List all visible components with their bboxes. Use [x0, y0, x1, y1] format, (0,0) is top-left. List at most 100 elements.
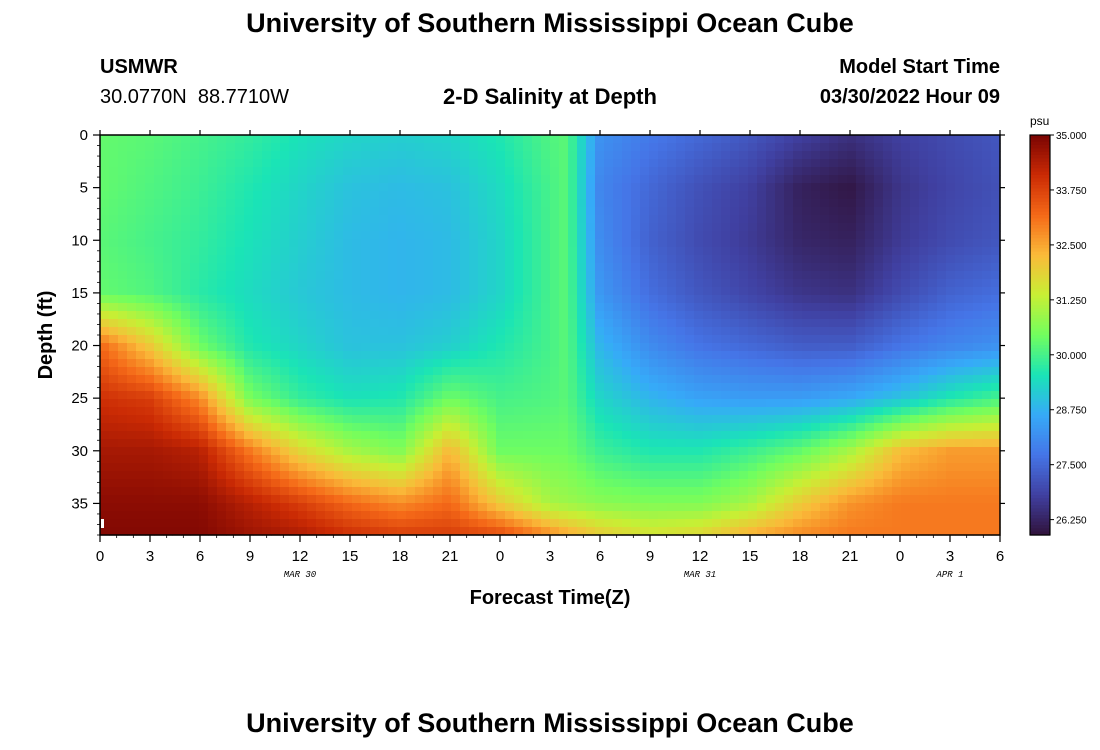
- heatmap-cell: [208, 319, 218, 328]
- heatmap-cell: [262, 407, 272, 416]
- heatmap-cell: [253, 335, 263, 344]
- heatmap-cell: [199, 511, 209, 520]
- heatmap-cell: [181, 423, 191, 432]
- heatmap-cell: [937, 519, 947, 528]
- heatmap-cell: [361, 287, 371, 296]
- heatmap-cell: [721, 343, 731, 352]
- heatmap-cell: [685, 375, 695, 384]
- heatmap-cell: [109, 167, 119, 176]
- heatmap-cell: [235, 183, 245, 192]
- heatmap-cell: [856, 263, 866, 272]
- heatmap-cell: [469, 479, 479, 488]
- heatmap-cell: [370, 271, 380, 280]
- heatmap-cell: [181, 479, 191, 488]
- heatmap-cell: [235, 487, 245, 496]
- heatmap-cell: [856, 143, 866, 152]
- heatmap-cell: [712, 367, 722, 376]
- heatmap-cell: [676, 215, 686, 224]
- heatmap-cell: [883, 375, 893, 384]
- heatmap-cell: [613, 495, 623, 504]
- heatmap-cell: [991, 423, 1001, 432]
- heatmap-cell: [901, 335, 911, 344]
- heatmap-cell: [892, 271, 902, 280]
- heatmap-cell: [163, 415, 173, 424]
- heatmap-cell: [829, 239, 839, 248]
- heatmap-cell: [550, 303, 560, 312]
- heatmap-cell: [307, 415, 317, 424]
- heatmap-cell: [379, 287, 389, 296]
- heatmap-cell: [829, 135, 839, 144]
- heatmap-cell: [514, 239, 524, 248]
- heatmap-cell: [928, 295, 938, 304]
- heatmap-cell: [433, 231, 443, 240]
- heatmap-cell: [820, 415, 830, 424]
- heatmap-cell: [748, 375, 758, 384]
- heatmap-cell: [685, 279, 695, 288]
- heatmap-cell: [370, 247, 380, 256]
- heatmap-cell: [109, 159, 119, 168]
- heatmap-cell: [262, 415, 272, 424]
- heatmap-cell: [100, 399, 110, 408]
- heatmap-cell: [937, 263, 947, 272]
- heatmap-cell: [892, 279, 902, 288]
- heatmap-cell: [424, 487, 434, 496]
- heatmap-cell: [883, 463, 893, 472]
- heatmap-cell: [811, 463, 821, 472]
- heatmap-cell: [622, 415, 632, 424]
- heatmap-cell: [280, 519, 290, 528]
- heatmap-cell: [208, 295, 218, 304]
- heatmap-cell: [964, 439, 974, 448]
- heatmap-cell: [739, 183, 749, 192]
- heatmap-cell: [784, 455, 794, 464]
- heatmap-cell: [784, 231, 794, 240]
- heatmap-cell: [118, 263, 128, 272]
- heatmap-cell: [235, 527, 245, 536]
- heatmap-cell: [883, 415, 893, 424]
- heatmap-cell: [892, 503, 902, 512]
- heatmap-cell: [199, 135, 209, 144]
- heatmap-cell: [964, 367, 974, 376]
- heatmap-cell: [838, 447, 848, 456]
- heatmap-cell: [487, 191, 497, 200]
- heatmap-cell: [307, 399, 317, 408]
- heatmap-cell: [100, 279, 110, 288]
- heatmap-cell: [532, 423, 542, 432]
- heatmap-cell: [253, 263, 263, 272]
- heatmap-cell: [865, 175, 875, 184]
- heatmap-cell: [136, 511, 146, 520]
- heatmap-cell: [451, 479, 461, 488]
- heatmap-cell: [667, 311, 677, 320]
- heatmap-cell: [487, 279, 497, 288]
- heatmap-cell: [838, 231, 848, 240]
- heatmap-cell: [100, 391, 110, 400]
- heatmap-cell: [802, 463, 812, 472]
- heatmap-cell: [658, 335, 668, 344]
- heatmap-cell: [325, 447, 335, 456]
- heatmap-cell: [298, 351, 308, 360]
- heatmap-cell: [127, 143, 137, 152]
- heatmap-cell: [262, 359, 272, 368]
- heatmap-cell: [721, 215, 731, 224]
- heatmap-cell: [424, 247, 434, 256]
- heatmap-cell: [775, 455, 785, 464]
- heatmap-cell: [487, 271, 497, 280]
- heatmap-cell: [622, 479, 632, 488]
- heatmap-cell: [379, 271, 389, 280]
- heatmap-cell: [343, 247, 353, 256]
- heatmap-cell: [856, 239, 866, 248]
- heatmap-cell: [568, 303, 578, 312]
- heatmap-cell: [316, 327, 326, 336]
- heatmap-cell: [802, 359, 812, 368]
- heatmap-cell: [190, 311, 200, 320]
- heatmap-cell: [199, 159, 209, 168]
- heatmap-cell: [109, 463, 119, 472]
- heatmap-cell: [496, 503, 506, 512]
- heatmap-cell: [469, 295, 479, 304]
- heatmap-cell: [604, 447, 614, 456]
- heatmap-cell: [946, 303, 956, 312]
- heatmap-cell: [901, 519, 911, 528]
- heatmap-cell: [730, 407, 740, 416]
- heatmap-cell: [883, 271, 893, 280]
- heatmap-cell: [136, 199, 146, 208]
- heatmap-cell: [802, 431, 812, 440]
